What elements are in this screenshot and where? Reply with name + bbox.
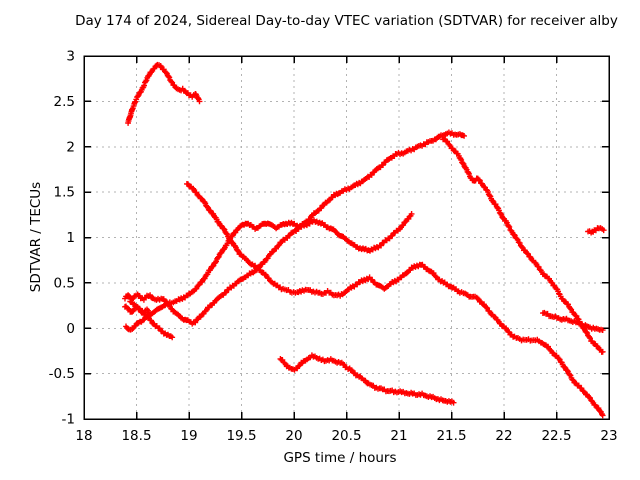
series-markers-rising_track: [122, 129, 467, 327]
series-line-long_track: [186, 182, 604, 416]
y-tick-label: 2.5: [54, 94, 75, 110]
x-tick-label: 22: [495, 428, 512, 444]
x-tick-label: 18: [75, 428, 92, 444]
x-tick-label: 19: [180, 428, 197, 444]
y-tick-label: -1: [62, 412, 75, 428]
data-series-group: [122, 61, 607, 419]
x-tick-label: 20: [285, 428, 302, 444]
series-markers-right_tail: [540, 309, 606, 333]
chart-title: Day 174 of 2024, Sidereal Day-to-day VTE…: [75, 13, 618, 29]
x-tick-label: 22.5: [541, 428, 571, 444]
series-markers-high_arc: [125, 61, 203, 126]
x-tick-label: 20.5: [331, 428, 361, 444]
x-tick-label: 18.5: [121, 428, 151, 444]
series-line-plateau_track: [125, 213, 413, 332]
series-markers-falling_track: [440, 136, 606, 355]
series-markers-isolated_dash: [585, 225, 607, 236]
y-tick-label: 1.5: [54, 185, 75, 201]
x-tick-label: 21.5: [436, 428, 466, 444]
series-markers-plateau_track: [123, 211, 415, 333]
y-tick-label: 0.5: [54, 275, 75, 291]
y-tick-label: -0.5: [49, 366, 75, 382]
y-tick-label: 2: [66, 139, 75, 155]
y-tick-label: 0: [66, 321, 75, 337]
x-axis-label: GPS time / hours: [283, 450, 397, 466]
y-tick-label: 3: [66, 49, 75, 65]
series-markers-bottom_track: [277, 352, 457, 406]
x-tick-label: 19.5: [226, 428, 256, 444]
y-tick-label: 1: [66, 230, 75, 246]
series-markers-cluster_diagonal: [127, 298, 176, 341]
series-markers-long_track: [184, 181, 606, 419]
x-tick-label: 23: [600, 428, 617, 444]
x-tick-label: 21: [390, 428, 407, 444]
